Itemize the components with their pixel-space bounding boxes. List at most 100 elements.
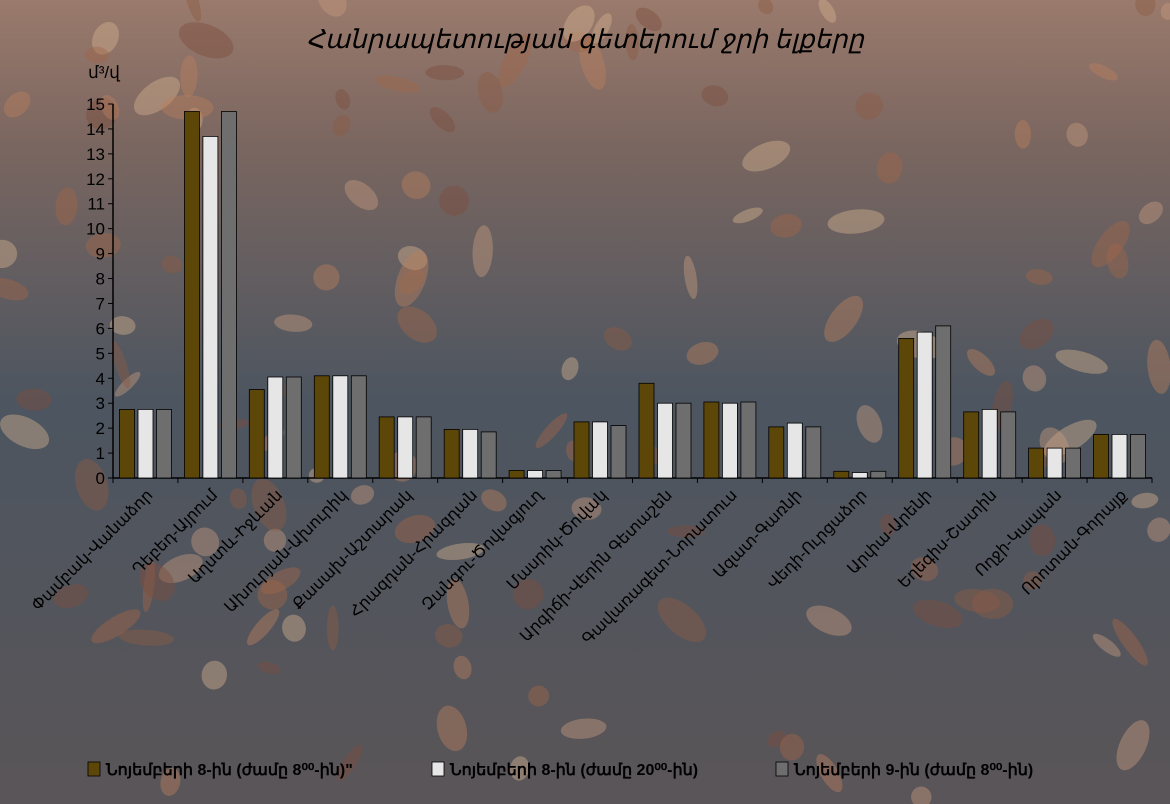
chart-title: Հանրապետության գետերում ջրի ելքերը [306,25,865,54]
bar-series-2 [1046,447,1063,479]
background-leaf [336,744,363,781]
background-leaf [0,239,18,269]
background-leaf [1116,720,1150,771]
bar-series-3 [156,408,172,479]
background-leaf [625,24,639,61]
y-tick-label: 6 [96,319,105,338]
bar-series-2 [267,376,284,479]
bar-series-3 [675,402,692,479]
background-leaf [453,655,472,680]
background-leaf [180,55,198,98]
background-leaf [133,76,181,116]
bar-series-1 [183,111,200,479]
y-tick-label: 5 [96,344,105,363]
background-leaf [1160,2,1170,20]
background-leaf [398,268,425,295]
background-leaf [657,597,707,643]
bar-series-3 [220,111,237,479]
background-leaf [439,185,470,216]
bar-series-3 [1130,433,1146,479]
background-leaf [481,489,507,512]
background-leaf [824,295,863,342]
background-leaf [855,92,884,120]
background-leaf [394,515,436,544]
background-leaf [767,730,787,748]
y-tick-label: 1 [96,444,105,463]
background-leaf [55,187,78,226]
bar-series-1 [248,389,265,479]
background-leaf [161,94,214,120]
background-leaf [742,140,791,172]
background-leaf [344,180,379,211]
bar-series-2 [332,375,349,479]
background-leaf [563,31,593,53]
background-leaf [758,0,774,15]
background-leaf [560,718,607,739]
bar-series-1 [313,375,330,479]
background-leaf [972,588,1014,619]
background-leaf [1055,349,1108,374]
background-leaf [85,232,121,258]
background-leaf [114,371,141,397]
background-leaf [856,405,883,443]
background-leaf [535,413,568,449]
background-leaf [1025,269,1053,285]
bar-series-1 [833,470,850,479]
legend-label-series-2: Նոյեմբերի 8-ին (ժամը 20⁰⁰-ին) [449,762,698,779]
y-axis-unit: մ³/վ [88,63,120,82]
y-tick-label: 3 [96,394,105,413]
bar-series-2 [592,421,608,479]
bar-series-2 [851,472,868,479]
bar-series-1 [508,470,525,479]
background-leaf [1131,492,1159,509]
background-leaf [528,685,550,707]
bar-series-3 [870,470,887,479]
bar-series-3 [1065,447,1081,479]
background-leaf [263,528,287,552]
legend-swatch-series-2 [431,761,445,777]
background-leaf [579,36,606,90]
background-leaf [246,609,280,646]
bar-series-3 [935,325,952,479]
background-leaf [436,542,485,561]
bar-series-1 [443,428,460,479]
background-leaf [3,91,31,118]
background-leaf [498,34,532,88]
background-leaf [84,46,110,64]
background-leaf [317,0,347,17]
bar-series-1 [768,426,785,479]
background-leaf [111,341,131,389]
background-leaf [160,767,181,796]
background-leaf [436,705,468,752]
background-leaf [561,357,579,381]
background-leaf [1092,633,1121,657]
background-leaf [282,614,306,642]
background-leaf [350,485,375,505]
background-leaf [0,414,50,450]
y-tick-label: 8 [96,270,105,289]
background-leaf [563,5,595,42]
background-leaf [1066,122,1088,147]
background-leaf [401,171,431,200]
background-leaf [954,588,1001,613]
background-leaf [75,459,109,511]
background-leaf [1112,618,1149,666]
background-leaf [512,578,544,610]
background-leaf [1106,243,1129,279]
background-leaf [667,525,705,538]
bar-series-3 [480,431,497,479]
bar-series-2 [527,470,543,479]
background-leaf [335,89,351,110]
y-tick-label: 15 [86,95,105,114]
background-leaf [966,349,996,376]
background-leaf [394,250,429,307]
background-leaf [53,584,89,609]
bar-series-3 [740,401,757,479]
background-leaf [0,278,29,301]
background-leaf [375,75,421,93]
background-leaf [313,264,340,291]
y-tick-label: 7 [96,294,105,313]
background-leaf [191,527,220,557]
